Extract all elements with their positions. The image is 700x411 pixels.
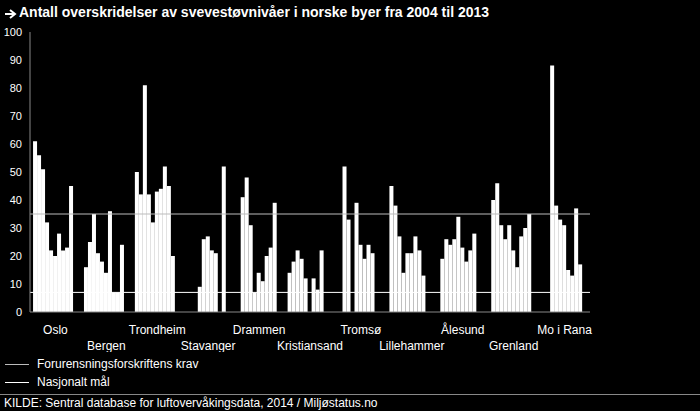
svg-text:0: 0 (16, 306, 22, 318)
svg-text:Grenland: Grenland (489, 339, 538, 352)
svg-text:Trondheim: Trondheim (129, 323, 186, 337)
svg-text:70: 70 (10, 110, 22, 122)
html-text:KILDE: Sentral database for lu: KILDE: Sentral database for luftovervåki… (4, 396, 378, 410)
svg-text:Tromsø: Tromsø (340, 323, 382, 337)
svg-text:100: 100 (8, 26, 22, 38)
svg-text:Oslo: Oslo (43, 323, 68, 337)
svg-text:90: 90 (10, 54, 22, 66)
svg-text:50: 50 (10, 166, 22, 178)
html-text:Nasjonalt mål: Nasjonalt mål (37, 375, 110, 389)
svg-text:Ålesund: Ålesund (441, 322, 484, 337)
svg-text:Bergen: Bergen (87, 339, 126, 352)
html-text:Antall overskridelser av sveve: Antall overskridelser av svevestøvnivåer… (19, 4, 490, 20)
html-text:Forurensningsforskriftens krav: Forurensningsforskriftens krav (37, 357, 199, 371)
svg-text:Stavanger: Stavanger (181, 339, 236, 352)
svg-text:Kristiansand: Kristiansand (277, 339, 343, 352)
svg-text:80: 80 (10, 82, 22, 94)
svg-text:Lillehammer: Lillehammer (379, 339, 444, 352)
svg-text:40: 40 (10, 194, 22, 206)
svg-text:20: 20 (10, 250, 22, 262)
svg-text:30: 30 (10, 222, 22, 234)
svg-text:Mo i Rana: Mo i Rana (537, 323, 592, 337)
svg-text:60: 60 (10, 138, 22, 150)
svg-text:Drammen: Drammen (233, 323, 286, 337)
svg-text:10: 10 (10, 278, 22, 290)
